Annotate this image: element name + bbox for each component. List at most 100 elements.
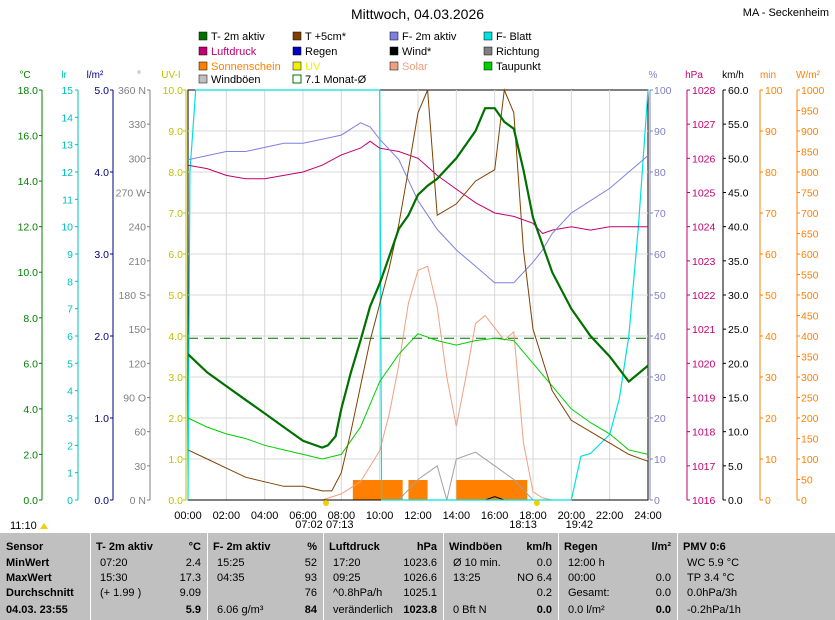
leaf-axis-tick: 7 bbox=[67, 304, 73, 316]
solar-axis-tick: 100 bbox=[801, 454, 819, 466]
hum-axis-tick: 60 bbox=[654, 249, 666, 261]
uv-axis-tick: 9.0 bbox=[168, 126, 183, 138]
leaf-axis-unit: lr bbox=[61, 70, 67, 81]
table-column: Luftdruck hPa 17:20 1023.6 09:25 1026.6 ^0.8hP… bbox=[323, 533, 443, 620]
hum-axis-tick: 90 bbox=[654, 126, 666, 138]
cell-value: 52 bbox=[304, 557, 317, 569]
time-axis-tick: 08:00 bbox=[328, 510, 356, 522]
dir-axis-tick: 300 bbox=[128, 153, 146, 165]
dir-axis-tick: 360 N bbox=[118, 85, 146, 97]
table-column: PMV 0:6 WC 5.9 °C TP 3.4 °C 0.0hPa/3h -0.2hP… bbox=[677, 533, 797, 620]
leaf-axis-tick: 0 bbox=[67, 495, 73, 507]
solar-axis-tick: 600 bbox=[801, 249, 819, 261]
solar-axis-tick: 0 bbox=[801, 495, 807, 507]
legend-label: Regen bbox=[305, 46, 337, 58]
statistics-table: Sensor MinWert MaxWert Durchschnitt 04.03. 2… bbox=[0, 533, 835, 620]
cell-time: 15:25 bbox=[217, 557, 245, 569]
solar-axis-tick: 400 bbox=[801, 331, 819, 343]
clock-label: 11:10 bbox=[10, 520, 37, 532]
sunmin-axis-tick: 90 bbox=[765, 126, 777, 138]
sunmin-axis-tick: 70 bbox=[765, 208, 777, 220]
sun-time-label: 07:02 bbox=[295, 519, 323, 531]
leaf-axis-tick: 13 bbox=[61, 140, 73, 152]
sun-time-label: 07:13 bbox=[326, 519, 354, 531]
temp-axis-tick: 8.0 bbox=[23, 313, 38, 325]
uv-axis-tick: 3.0 bbox=[168, 372, 183, 384]
column-title: Sensor bbox=[6, 541, 44, 553]
solar-axis-tick: 450 bbox=[801, 311, 819, 323]
cell-time: 13:25 bbox=[453, 572, 481, 584]
legend: T- 2m aktiv T +5cm* F- 2m aktiv F- Blatt Luf… bbox=[198, 31, 541, 86]
uv-axis-tick: 2.0 bbox=[168, 413, 183, 425]
press-axis-tick: 1017 bbox=[692, 461, 716, 473]
sunmin-axis-tick: 10 bbox=[765, 454, 777, 466]
table-column: T- 2m aktiv °C 07:20 2.4 15:30 17.3 (+ 1.99 ) 9… bbox=[90, 533, 207, 620]
solar-axis-tick: 900 bbox=[801, 126, 819, 138]
time-axis-tick: 12:00 bbox=[404, 510, 432, 522]
wind-axis-tick: 35.0 bbox=[728, 256, 749, 268]
dir-axis-tick: 270 W bbox=[116, 188, 146, 200]
dir-axis-tick: 180 S bbox=[119, 290, 146, 302]
wind-axis-tick: 30.0 bbox=[728, 290, 749, 302]
hum-axis-tick: 20 bbox=[654, 413, 666, 425]
cell-time: 15:30 bbox=[100, 572, 128, 584]
cell-value: 9.09 bbox=[179, 587, 201, 599]
sunshine-bar bbox=[408, 480, 428, 500]
cell-time: Gesamt: bbox=[568, 587, 610, 599]
legend-swatch bbox=[198, 61, 208, 71]
column-unit: % bbox=[307, 541, 317, 553]
legend-label: T- 2m aktiv bbox=[211, 31, 265, 43]
legend-swatch bbox=[292, 31, 302, 41]
cell-time: Ø 10 min. bbox=[453, 557, 501, 569]
press-axis-tick: 1024 bbox=[692, 222, 716, 234]
leaf-axis-tick: 2 bbox=[67, 440, 73, 452]
luftdruck-series bbox=[187, 140, 648, 235]
dir-axis-tick: 330 bbox=[128, 119, 146, 131]
solar-axis-tick: 50 bbox=[801, 475, 813, 487]
dir-axis-tick: 240 bbox=[128, 222, 146, 234]
footer-value: 0.0 bbox=[536, 604, 552, 616]
column-separator bbox=[207, 533, 208, 620]
cell-time: 0.0hPa/3h bbox=[687, 587, 738, 599]
press-axis-tick: 1027 bbox=[692, 119, 716, 131]
legend-swatch bbox=[292, 74, 302, 84]
press-axis-tick: 1021 bbox=[692, 324, 716, 336]
solar-axis-tick: 1000 bbox=[801, 85, 825, 97]
legend-swatch bbox=[389, 46, 399, 56]
wind-axis-tick: 0.0 bbox=[728, 495, 743, 507]
uv-axis-tick: 1.0 bbox=[168, 454, 183, 466]
sunmin-axis-tick: 80 bbox=[765, 167, 777, 179]
legend-swatch bbox=[292, 46, 302, 56]
solar-axis-tick: 150 bbox=[801, 434, 819, 446]
axes: °C18.016.014.012.010.08.06.04.02.00.0lr1… bbox=[18, 70, 825, 522]
solar-axis-tick: 500 bbox=[801, 290, 819, 302]
time-axis-tick: 00:00 bbox=[174, 510, 202, 522]
uv-axis-tick: 6.0 bbox=[168, 249, 183, 261]
temp-axis-tick: 12.0 bbox=[18, 222, 39, 234]
cell-time: TP 3.4 °C bbox=[687, 572, 735, 584]
cell-value: 1025.1 bbox=[403, 587, 437, 599]
legend-label: F- Blatt bbox=[496, 31, 531, 43]
legend-label: UV bbox=[305, 61, 321, 73]
cell-value: 17.3 bbox=[179, 572, 201, 584]
footer-text: 0.0 l/m² bbox=[568, 604, 605, 616]
footer-label: 04.03. 23:55 bbox=[6, 604, 68, 616]
column-unit: l/m² bbox=[651, 541, 671, 553]
legend-label: Solar bbox=[402, 61, 428, 73]
sunmin-axis-tick: 50 bbox=[765, 290, 777, 302]
footer-text: veränderlich bbox=[333, 604, 393, 616]
legend-swatch bbox=[389, 61, 399, 71]
table-column: Regen l/m² 12:00 h 00:00 0.0 Gesamt: 0.0 0.0 l/… bbox=[558, 533, 677, 620]
t-5cm--series bbox=[187, 88, 649, 492]
leaf-axis-tick: 6 bbox=[67, 331, 73, 343]
sunmin-axis-tick: 0 bbox=[765, 495, 771, 507]
temp-axis-unit: °C bbox=[19, 70, 30, 81]
wind-axis-tick: 45.0 bbox=[728, 188, 749, 200]
solar-axis-tick: 650 bbox=[801, 229, 819, 241]
leaf-axis-tick: 11 bbox=[62, 194, 73, 206]
cell-value: 0.2 bbox=[536, 587, 552, 599]
press-axis-tick: 1023 bbox=[692, 256, 716, 268]
legend-swatch bbox=[198, 31, 208, 41]
uv-axis-tick: 5.0 bbox=[168, 290, 183, 302]
cell-time: 04:35 bbox=[217, 572, 245, 584]
